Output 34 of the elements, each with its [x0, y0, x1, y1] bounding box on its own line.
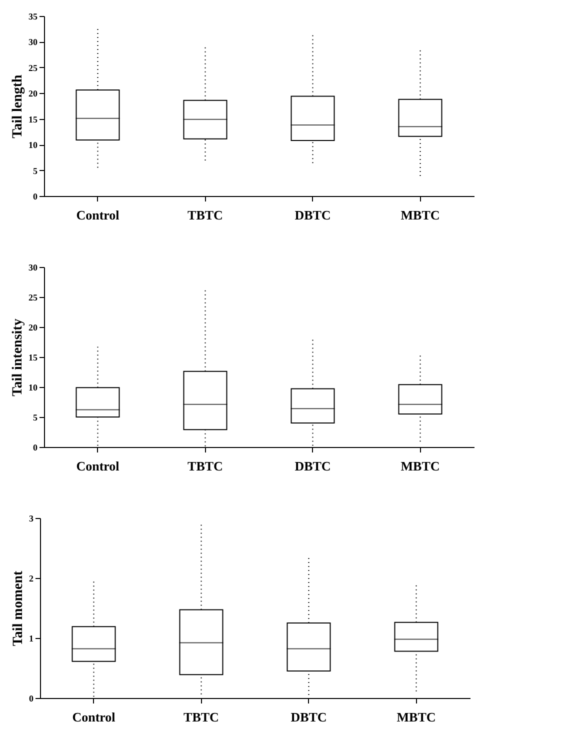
y-tick-label: 10 [28, 382, 38, 392]
y-tick-label: 20 [28, 88, 38, 99]
y-tick-label: 30 [28, 262, 38, 272]
y-tick-label: 0 [29, 694, 34, 704]
y-tick-label: 3 [29, 514, 34, 524]
x-tick-label: MBTC [400, 208, 440, 222]
y-tick-label: 25 [28, 292, 38, 302]
y-axis-title: Tail moment [11, 570, 26, 646]
y-axis-title: Tail length [10, 74, 26, 138]
y-tick-label: 0 [33, 192, 38, 202]
y-tick-label: 5 [33, 412, 38, 422]
x-tick-label: Control [72, 710, 116, 724]
x-tick-label: TBTC [188, 458, 223, 474]
x-tick-label: TBTC [184, 710, 219, 724]
x-tick-label: MBTC [396, 710, 436, 724]
y-tick-label: 10 [28, 140, 38, 150]
y-tick-label: 15 [28, 352, 38, 362]
y-tick-label: 15 [28, 114, 38, 124]
y-tick-label: 35 [28, 12, 38, 22]
y-tick-label: 25 [28, 62, 38, 73]
x-tick-label: DBTC [294, 458, 331, 474]
y-tick-label: 20 [28, 322, 38, 332]
y-tick-label: 5 [33, 166, 38, 176]
y-axis-title: Tail intensity [10, 318, 26, 396]
x-tick-label: Control [76, 208, 120, 222]
y-tick-label: 1 [29, 634, 34, 644]
x-tick-label: DBTC [290, 710, 327, 724]
y-tick-label: 30 [28, 37, 38, 48]
x-tick-label: TBTC [188, 208, 223, 222]
x-tick-label: Control [76, 458, 120, 474]
x-tick-label: MBTC [400, 458, 440, 474]
y-tick-label: 0 [33, 442, 38, 452]
x-tick-label: DBTC [294, 208, 331, 222]
y-tick-label: 2 [29, 574, 34, 584]
